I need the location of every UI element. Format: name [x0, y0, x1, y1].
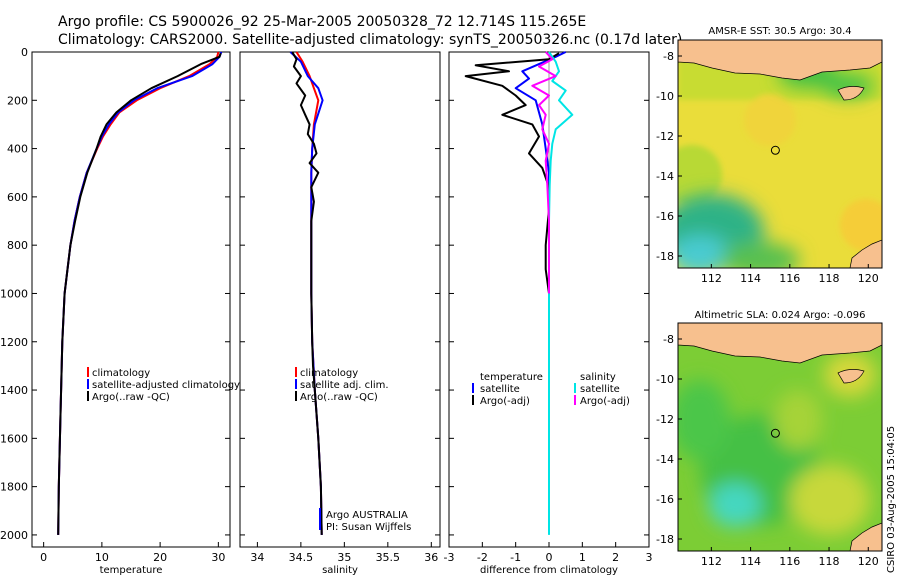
salinity-xtick-label: 34.5	[289, 551, 314, 564]
salinity-xtick-label: 36	[424, 551, 438, 564]
sla-map-xtick-label: 120	[858, 555, 879, 568]
depth-tick-label: 1000	[0, 287, 28, 300]
temperature-xtick-label: 10	[95, 551, 109, 564]
salinity-series-2	[291, 51, 323, 535]
sla-map-ytick-label: -16	[656, 493, 674, 506]
salinity-legend-label: satellite adj. clim.	[300, 380, 389, 391]
difference-xlabel: difference from climatology	[480, 565, 618, 576]
difference-xtick-label: 3	[646, 551, 653, 564]
temperature-xtick-label: 20	[153, 551, 167, 564]
difference-legend-label: temperature	[480, 372, 543, 383]
sst-map-title: AMSR-E SST: 30.5 Argo: 30.4	[708, 26, 851, 37]
difference-legend-label: salinity	[580, 372, 616, 383]
difference-xtick-label: 2	[612, 551, 619, 564]
salinity-legend-label: climatology	[300, 368, 358, 379]
sst-map-ytick-label: -16	[656, 210, 674, 223]
sla-map-title: Altimetric SLA: 0.024 Argo: -0.096	[695, 310, 866, 321]
sst-map-float-marker	[770, 145, 780, 155]
sst-frame	[677, 39, 883, 269]
sst-map-ytick-label: -10	[656, 90, 674, 103]
salinity-frame	[239, 51, 441, 548]
temperature-panel: 0 10 20 30 0 200 400 600 800 1000 1200 1400 1600 1800…	[0, 46, 240, 576]
difference-xtick-label: 1	[579, 551, 586, 564]
salinity-panel: 34 34.5 35 35.5 36 salinity climatologysatelli…	[239, 51, 441, 576]
difference-panel: -3 -2 -1 0 1 2 3 difference from climatology tem…	[444, 51, 653, 576]
sla-map-ytick-label: -12	[656, 413, 674, 426]
sst-field	[678, 40, 882, 268]
sst-map-ytick-label: -18	[656, 250, 674, 263]
sla-map: Altimetric SLA: 0.024 Argo: -0.096 112 11…	[656, 310, 883, 568]
sla-map-float-marker	[770, 428, 780, 438]
sst-map-xtick-label: 118	[819, 272, 840, 285]
difference-xtick-label: -1	[510, 551, 521, 564]
sst-map-ytick-label: -8	[663, 50, 674, 63]
salinity-xlabel: salinity	[322, 565, 358, 576]
difference-xtick-label: -2	[477, 551, 488, 564]
sla-map-ytick-label: -14	[656, 453, 674, 466]
depth-tick-label: 2000	[0, 529, 28, 542]
depth-tick-label: 1600	[0, 432, 28, 445]
temperature-legend-label: Argo(..raw -QC)	[92, 392, 170, 403]
sla-map-xtick-label: 112	[701, 555, 722, 568]
salinity-xtick-label: 34	[250, 551, 264, 564]
depth-tick-label: 1200	[0, 336, 28, 349]
sla-frame	[677, 322, 883, 552]
salinity-xtick-label: 35.5	[376, 551, 401, 564]
salinity-annotation: Argo AUSTRALIA	[326, 510, 408, 521]
difference-series-2	[548, 51, 574, 535]
difference-xtick-label: -3	[444, 551, 455, 564]
sla-map-xtick-label: 118	[819, 555, 840, 568]
temperature-series-1	[57, 51, 223, 535]
side-timestamp: CSIRO 03-Aug-2005 15:04:05	[886, 426, 897, 573]
temperature-xlabel: temperature	[100, 565, 163, 576]
temperature-frame	[31, 51, 231, 548]
difference-series-1	[464, 52, 560, 294]
depth-tick-label: 800	[7, 239, 28, 252]
temperature-series-2	[57, 52, 222, 535]
sst-map-ytick-label: -12	[656, 130, 674, 143]
difference-legend-label: Argo(-adj)	[480, 396, 530, 407]
temperature-legend-label: climatology	[92, 368, 150, 379]
sst-map: AMSR-E SST: 30.5 Argo: 30.4 112 114 116 118…	[656, 26, 883, 285]
sla-map-xtick-label: 114	[740, 555, 761, 568]
salinity-annotation: PI: Susan Wijffels	[326, 522, 411, 533]
header-line-2: Climatology: CARS2000. Satellite-adjuste…	[58, 32, 682, 48]
difference-legend-label: Argo(-adj)	[580, 396, 630, 407]
difference-xtick-label: 0	[546, 551, 553, 564]
temperature-xtick-label: 30	[211, 551, 225, 564]
depth-tick-label: 400	[7, 143, 28, 156]
sla-map-ytick-label: -18	[656, 533, 674, 546]
sst-map-ytick-label: -14	[656, 170, 674, 183]
depth-tick-label: 1800	[0, 481, 28, 494]
sla-field	[678, 323, 882, 551]
sst-map-xtick-label: 120	[858, 272, 879, 285]
sla-map-xtick-label: 116	[779, 555, 800, 568]
temperature-xtick-label: 0	[40, 551, 47, 564]
sla-map-ytick-label: -8	[663, 333, 674, 346]
salinity-xtick-label: 35	[337, 551, 351, 564]
sla-map-ytick-label: -10	[656, 373, 674, 386]
header-line-1: Argo profile: CS 5900026_92 25-Mar-2005 …	[58, 14, 586, 30]
temperature-legend-label: satellite-adjusted climatology	[92, 380, 240, 391]
sst-map-xtick-label: 112	[701, 272, 722, 285]
sst-map-xtick-label: 116	[779, 272, 800, 285]
salinity-series-1	[289, 51, 324, 535]
temperature-series-0	[57, 51, 220, 535]
difference-series-3	[531, 51, 557, 294]
depth-tick-label: 600	[7, 191, 28, 204]
depth-tick-label: 1400	[0, 384, 28, 397]
depth-tick-label: 200	[7, 94, 28, 107]
depth-tick-label: 0	[21, 46, 28, 59]
difference-legend-label: satellite	[480, 384, 520, 395]
sst-map-xtick-label: 114	[740, 272, 761, 285]
difference-legend-label: satellite	[580, 384, 620, 395]
salinity-legend-label: Argo(..raw -QC)	[300, 392, 378, 403]
